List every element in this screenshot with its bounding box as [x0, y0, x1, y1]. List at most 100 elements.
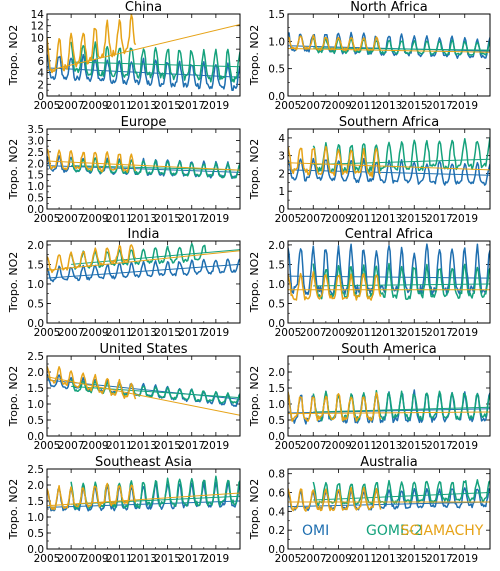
x-tick-label: 2019 [203, 553, 230, 565]
y-tick-label: 0.0 [27, 544, 44, 556]
trend-line-omi [288, 501, 490, 508]
y-axis-label: Tropo. NO2 [7, 366, 20, 428]
x-tick-label: 2015 [154, 327, 181, 339]
y-tick-label: 2.0 [27, 480, 44, 492]
y-tick-label: 2.0 [268, 367, 285, 379]
x-tick-label: 2017 [178, 553, 205, 565]
x-tick-label: 2013 [130, 213, 157, 225]
plot-frame [287, 240, 491, 324]
x-tick-label: 2009 [82, 213, 109, 225]
y-tick-label: 2 [278, 168, 285, 180]
trend-line-omi [288, 275, 490, 279]
y-tick-label: 1.0 [27, 512, 44, 524]
plot-area [288, 31, 490, 59]
y-tick-label: 2 [37, 79, 44, 91]
series-line-gome-2 [70, 157, 240, 179]
y-tick-label: 3.0 [27, 135, 44, 147]
x-tick-label: 2007 [58, 327, 85, 339]
x-tick-label: 2009 [325, 553, 352, 565]
plot-area [47, 14, 240, 92]
y-tick-label: 1.5 [27, 383, 44, 395]
x-tick-label: 2005 [34, 440, 61, 452]
y-tick-label: 2.5 [27, 464, 44, 476]
x-tick-label: 2019 [203, 440, 230, 452]
panel-united-states: United States Tropo. NO2 0.0 0.5 1.0 1.5 2.0 2.… [7, 342, 241, 452]
trend-line-gome-2 [313, 283, 490, 287]
x-tick-label: 2015 [401, 553, 428, 565]
y-tick-label: 2.0 [27, 367, 44, 379]
x-tick-label: 2013 [376, 553, 403, 565]
plot-frame [46, 13, 241, 97]
x-tick-label: 2007 [58, 440, 85, 452]
x-tick-label: 2011 [106, 553, 133, 565]
panel-title: Southeast Asia [95, 455, 192, 470]
plot-frame [287, 13, 491, 97]
trend-line-sciamachy [47, 160, 240, 171]
x-tick-label: 2013 [376, 440, 403, 452]
x-tick-label: 2017 [178, 213, 205, 225]
plot-area [47, 475, 240, 512]
y-tick-label: 1.5 [268, 383, 285, 395]
panel-title: North Africa [350, 0, 428, 15]
y-axis-label: Tropo. NO2 [7, 25, 20, 87]
y-tick-label: 1.5 [27, 259, 44, 271]
x-tick-label: 2005 [275, 327, 302, 339]
trend-line-sciamachy [288, 411, 490, 415]
series-line-gome-2 [312, 479, 490, 506]
panel-south-america: South America Tropo. NO2 0.0 0.5 1.0 1.5 2.0 20… [248, 342, 491, 452]
trend-line-gome-2 [313, 158, 490, 166]
y-tick-label: 6 [37, 56, 44, 68]
panel-title: India [128, 227, 160, 242]
y-tick-label: 0.4 [268, 506, 285, 518]
x-tick-label: 2019 [203, 327, 230, 339]
x-tick-label: 2011 [350, 553, 377, 565]
series-line-sciamachy [288, 145, 381, 178]
x-tick-label: 2019 [203, 213, 230, 225]
trend-line-sciamachy [47, 250, 240, 271]
x-tick-label: 2009 [82, 553, 109, 565]
x-tick-label: 2007 [300, 440, 327, 452]
y-tick-label: 0 [37, 91, 44, 103]
y-tick-label: 0.0 [268, 544, 285, 556]
x-tick-label: 2017 [178, 440, 205, 452]
y-tick-label: 1.5 [268, 259, 285, 271]
plot-frame [287, 128, 491, 210]
x-tick-label: 2017 [426, 213, 453, 225]
y-tick-label: 0.5 [268, 415, 285, 427]
y-tick-label: 2.0 [27, 158, 44, 170]
y-tick-label: 0.5 [268, 64, 285, 76]
trend-line-sciamachy [47, 24, 240, 72]
x-tick-label: 2013 [376, 327, 403, 339]
panel-title: Southern Africa [339, 115, 439, 130]
y-tick-label: 0.0 [268, 318, 285, 330]
x-tick-label: 2007 [300, 327, 327, 339]
plot-frame [46, 355, 241, 437]
x-tick-label: 2009 [325, 213, 352, 225]
trend-line-sciamachy [47, 492, 240, 507]
x-tick-label: 2005 [275, 213, 302, 225]
x-tick-label: 2009 [325, 327, 352, 339]
y-tick-label: 2.0 [27, 240, 44, 252]
x-tick-label: 2013 [130, 440, 157, 452]
trend-line-omi [288, 169, 490, 176]
y-tick-label: 0.6 [268, 488, 285, 500]
x-tick-label: 2019 [451, 213, 478, 225]
y-axis-label: Tropo. NO2 [248, 139, 261, 201]
y-tick-label: 0 [278, 204, 285, 216]
y-axis-label: Tropo. NO2 [248, 252, 261, 314]
y-axis-label: Tropo. NO2 [248, 25, 261, 87]
x-tick-label: 2005 [275, 553, 302, 565]
series-line-gome-2 [312, 37, 490, 56]
panel-title: United States [99, 342, 187, 357]
y-axis-label: Tropo. NO2 [7, 252, 20, 314]
y-tick-label: 0.0 [27, 204, 44, 216]
x-tick-label: 2007 [58, 213, 85, 225]
y-tick-label: 0.2 [268, 525, 285, 537]
y-tick-label: 0.5 [27, 415, 44, 427]
y-axis-label: Tropo. NO2 [7, 479, 20, 541]
legend-entry-sciamachy: SCIAMACHY [401, 523, 484, 539]
